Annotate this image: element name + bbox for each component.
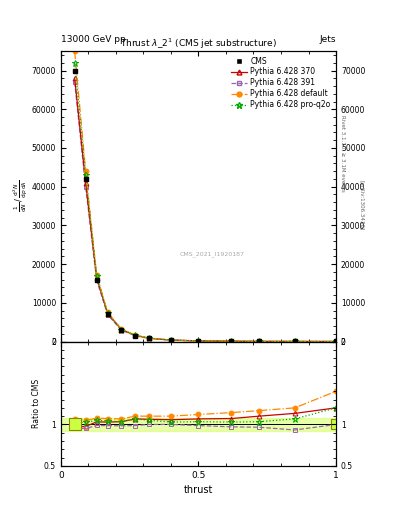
Text: CMS_2021_I1920187: CMS_2021_I1920187 [180,251,245,257]
Y-axis label: $\frac{1}{\mathrm{d}N}\,/\,\frac{\mathrm{d}^2N}{\mathrm{d}p\,\mathrm{d}\lambda}$: $\frac{1}{\mathrm{d}N}\,/\,\frac{\mathrm… [11,180,29,212]
Legend: CMS, Pythia 6.428 370, Pythia 6.428 391, Pythia 6.428 default, Pythia 6.428 pro-: CMS, Pythia 6.428 370, Pythia 6.428 391,… [229,55,332,111]
X-axis label: thrust: thrust [184,485,213,495]
Text: [arXiv:1306.3436]: [arXiv:1306.3436] [359,180,364,230]
Title: Thrust $\lambda\_2^1$ (CMS jet substructure): Thrust $\lambda\_2^1$ (CMS jet substruct… [120,37,277,51]
Text: Jets: Jets [320,34,336,44]
Text: Rivet 3.1.10, ≥ 3.1M events: Rivet 3.1.10, ≥ 3.1M events [340,115,345,192]
Y-axis label: Ratio to CMS: Ratio to CMS [32,379,41,428]
Bar [61,418,336,431]
Text: 13000 GeV pp: 13000 GeV pp [61,34,126,44]
